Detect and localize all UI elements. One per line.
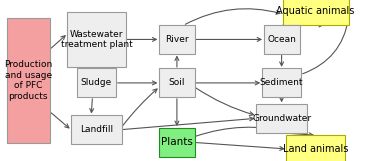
FancyArrowPatch shape — [185, 9, 280, 24]
FancyArrowPatch shape — [118, 81, 156, 85]
FancyBboxPatch shape — [262, 68, 301, 97]
Text: Sludge: Sludge — [81, 78, 112, 87]
FancyBboxPatch shape — [264, 25, 299, 54]
Text: Soil: Soil — [169, 78, 185, 87]
FancyArrowPatch shape — [90, 99, 94, 113]
FancyArrowPatch shape — [127, 38, 156, 41]
Text: Land animals: Land animals — [283, 144, 348, 154]
FancyBboxPatch shape — [71, 115, 122, 144]
FancyBboxPatch shape — [159, 68, 195, 97]
FancyBboxPatch shape — [282, 0, 349, 25]
FancyArrowPatch shape — [51, 113, 69, 128]
FancyArrowPatch shape — [303, 19, 350, 74]
Text: Sediment: Sediment — [260, 78, 304, 87]
Text: Aquatic animals: Aquatic animals — [276, 6, 355, 16]
Text: Groundwater: Groundwater — [252, 114, 311, 123]
FancyArrowPatch shape — [84, 63, 89, 67]
Text: Production
and usage
of PFC
products: Production and usage of PFC products — [4, 60, 53, 101]
FancyArrowPatch shape — [123, 89, 157, 126]
FancyArrowPatch shape — [196, 81, 259, 85]
Text: Landfill: Landfill — [80, 125, 113, 134]
FancyArrowPatch shape — [280, 97, 284, 101]
FancyArrowPatch shape — [283, 133, 313, 137]
FancyArrowPatch shape — [51, 36, 65, 48]
FancyBboxPatch shape — [159, 128, 195, 157]
FancyArrowPatch shape — [175, 99, 179, 125]
FancyArrowPatch shape — [283, 23, 323, 27]
FancyBboxPatch shape — [6, 18, 50, 143]
FancyBboxPatch shape — [67, 12, 125, 67]
FancyArrowPatch shape — [280, 55, 284, 66]
Text: Wastewater
treatment plant: Wastewater treatment plant — [60, 30, 132, 49]
Text: Ocean: Ocean — [267, 35, 296, 44]
FancyBboxPatch shape — [76, 68, 116, 97]
Text: Plants: Plants — [161, 137, 193, 147]
FancyBboxPatch shape — [287, 135, 345, 161]
FancyArrowPatch shape — [175, 57, 179, 67]
FancyArrowPatch shape — [123, 117, 254, 129]
FancyArrowPatch shape — [196, 88, 254, 115]
FancyBboxPatch shape — [159, 25, 195, 54]
FancyArrowPatch shape — [196, 143, 284, 150]
Text: River: River — [165, 35, 189, 44]
FancyBboxPatch shape — [256, 104, 307, 133]
FancyArrowPatch shape — [196, 38, 261, 41]
FancyArrowPatch shape — [196, 127, 289, 136]
